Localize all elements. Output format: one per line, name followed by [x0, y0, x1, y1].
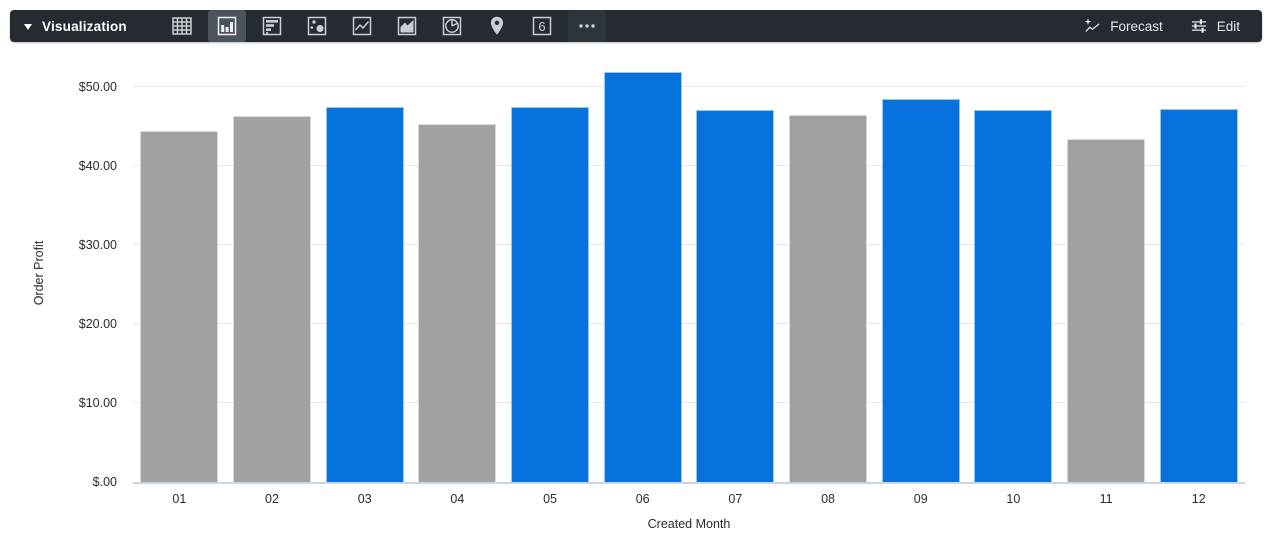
x-tick-label: 01 — [172, 492, 187, 506]
column-chart-icon — [217, 16, 237, 36]
single-value-glyph: 6 — [538, 19, 545, 34]
map-pin-icon — [490, 16, 503, 35]
x-axis-title: Created Month — [647, 517, 731, 531]
plot-area — [133, 62, 1245, 484]
forecast-label: Forecast — [1110, 18, 1163, 34]
y-tick-label: $40.00 — [78, 158, 117, 173]
visualization-collapse-toggle[interactable]: Visualization — [24, 10, 127, 42]
single-value-icon: 6 — [532, 16, 552, 36]
x-tick-label: 04 — [450, 492, 465, 506]
bar-month-01[interactable] — [140, 131, 219, 482]
bar-chart-icon — [262, 16, 282, 36]
gridline — [133, 86, 1245, 88]
bar-month-04[interactable] — [418, 124, 497, 482]
y-tick-label: $.00 — [92, 474, 117, 489]
vis-type-more[interactable] — [567, 10, 606, 42]
edit-label: Edit — [1216, 18, 1240, 34]
bar-month-02[interactable] — [233, 115, 311, 482]
bar-month-03[interactable] — [325, 107, 404, 482]
y-tick-label: $30.00 — [78, 237, 117, 252]
x-tick-label: 09 — [913, 492, 928, 506]
vis-type-single-value[interactable]: 6 — [523, 10, 561, 42]
gridline — [133, 244, 1245, 246]
toolbar-title: Visualization — [42, 18, 127, 34]
bar-month-06[interactable] — [603, 72, 682, 482]
forecast-button[interactable]: Forecast — [1082, 16, 1163, 36]
x-tick-label: 10 — [1006, 492, 1021, 506]
bar-month-10[interactable] — [974, 110, 1053, 482]
x-tick-label: 08 — [821, 492, 835, 506]
caret-down-icon — [24, 23, 32, 30]
bar-month-12[interactable] — [1159, 108, 1238, 482]
pie-chart-icon — [442, 16, 462, 36]
bar-month-09[interactable] — [881, 99, 960, 482]
forecast-icon — [1084, 18, 1100, 32]
scatter-plot-icon — [307, 16, 327, 36]
vis-type-map[interactable] — [478, 10, 516, 42]
x-tick-label: 06 — [635, 492, 650, 506]
more-icon — [579, 24, 595, 28]
x-tick-label: 07 — [728, 492, 743, 506]
x-tick-label: 11 — [1099, 492, 1113, 506]
vis-type-table[interactable] — [163, 10, 201, 42]
visualization-toolbar: Visualization — [10, 10, 1262, 42]
y-tick-label: $50.00 — [78, 79, 117, 94]
vis-type-scatter[interactable] — [298, 10, 336, 42]
line-chart-icon — [352, 16, 372, 36]
bar-month-08[interactable] — [789, 114, 867, 482]
bar-month-07[interactable] — [696, 110, 775, 482]
vis-type-bar[interactable] — [253, 10, 291, 42]
x-tick-label: 05 — [543, 492, 557, 506]
gridline — [133, 402, 1245, 404]
bar-month-11[interactable] — [1067, 138, 1145, 482]
x-tick-label: 12 — [1191, 492, 1206, 506]
bar-month-05[interactable] — [511, 107, 589, 482]
gridline — [133, 165, 1245, 167]
vis-type-area[interactable] — [388, 10, 426, 42]
vis-type-buttons: 6 — [163, 10, 613, 42]
vis-type-line[interactable] — [343, 10, 381, 42]
table-icon — [172, 17, 192, 35]
vis-type-column[interactable] — [207, 10, 246, 42]
gridline — [133, 323, 1245, 325]
y-tick-label: $10.00 — [78, 395, 117, 410]
vis-type-pie[interactable] — [433, 10, 471, 42]
y-tick-label: $20.00 — [78, 316, 117, 331]
x-tick-label: 02 — [265, 492, 279, 506]
edit-button[interactable]: Edit — [1189, 16, 1240, 36]
x-tick-label: 03 — [357, 492, 372, 506]
y-axis-labels: $.00 $10.00 $20.00 $30.00 $40.00 $50.00 — [0, 62, 117, 489]
x-axis-labels: 01 02 03 04 05 06 07 08 09 10 11 12 — [133, 492, 1245, 506]
toolbar-actions: Forecast Edit — [1082, 16, 1252, 36]
edit-icon — [1191, 19, 1206, 33]
area-chart-icon — [397, 16, 417, 36]
